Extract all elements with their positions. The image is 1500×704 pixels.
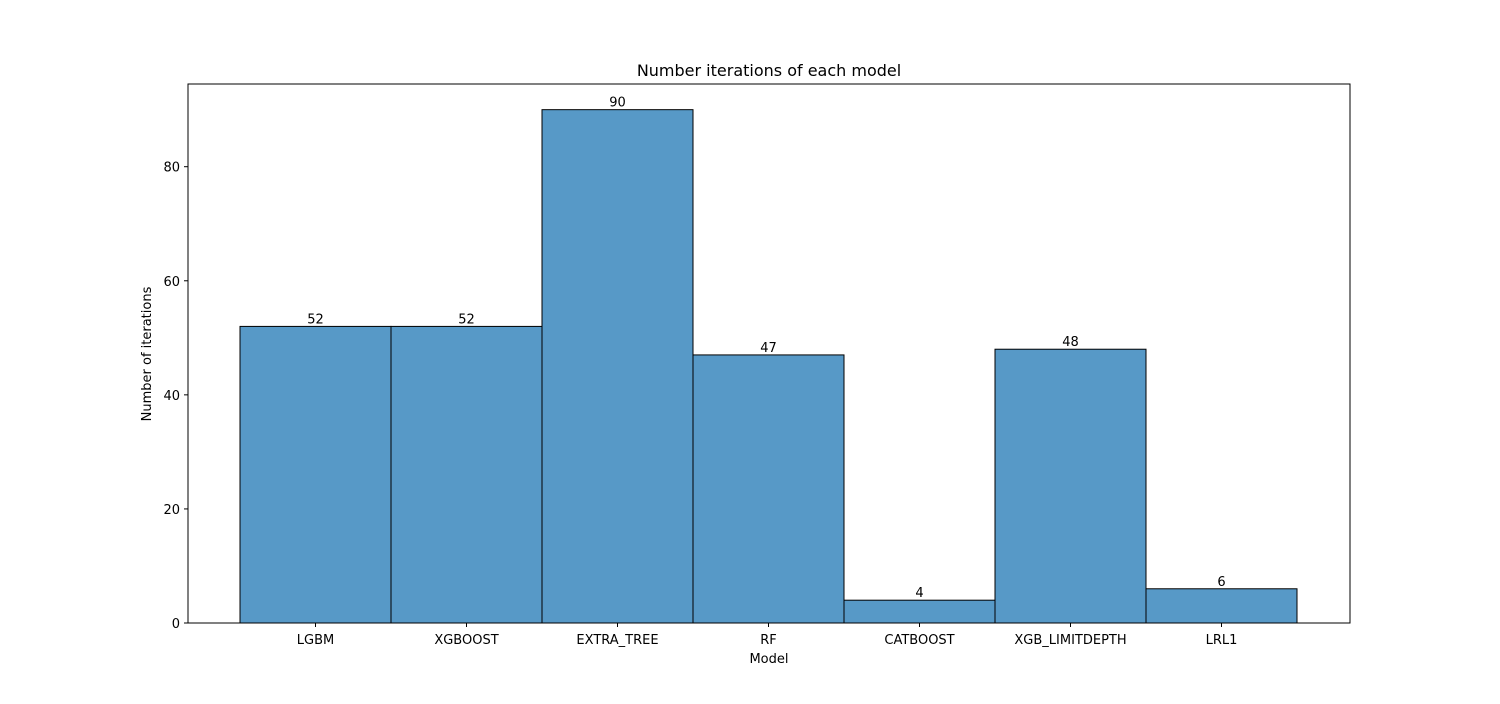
value-label: 90	[609, 96, 626, 111]
y-axis: 0 20 40 60 80	[163, 161, 188, 632]
bars-group	[239, 109, 1298, 624]
y-tick-label: 60	[163, 275, 180, 290]
bar-lgbm	[239, 325, 392, 624]
y-tick-label: 80	[163, 161, 180, 176]
bar-xgboost	[390, 325, 543, 624]
x-tick-label: LRL1	[1206, 633, 1238, 648]
x-tick-label: RF	[760, 633, 777, 648]
value-label: 6	[1217, 575, 1225, 590]
bar-rf	[692, 354, 845, 624]
x-tick-label: EXTRA_TREE	[576, 633, 658, 648]
bar-extra-tree	[541, 109, 694, 624]
value-label: 52	[307, 312, 324, 327]
value-label: 48	[1062, 335, 1079, 350]
y-tick-label: 0	[172, 617, 180, 632]
chart-title: Number iterations of each model	[637, 61, 901, 80]
x-tick-label: XGB_LIMITDEPTH	[1014, 633, 1126, 648]
y-tick-label: 20	[163, 503, 180, 518]
value-labels-group: 52 52 90 47 4 48 6	[307, 96, 1225, 602]
x-tick-label: XGBOOST	[434, 633, 498, 648]
value-label: 4	[915, 586, 923, 601]
x-tick-label: CATBOOST	[884, 633, 954, 648]
bar-lrl1	[1145, 588, 1298, 624]
value-label: 47	[760, 341, 777, 356]
x-axis: LGBM XGBOOST EXTRA_TREE RF CATBOOST XGB_LIMIT…	[297, 623, 1238, 648]
x-tick-label: LGBM	[297, 633, 334, 648]
x-axis-label: Model	[749, 652, 788, 667]
y-tick-label: 40	[163, 389, 180, 404]
y-axis-label: Number of iterations	[140, 286, 155, 421]
bar-xgb-limitdepth	[994, 348, 1147, 624]
bar-catboost	[843, 599, 996, 624]
value-label: 52	[458, 312, 475, 327]
